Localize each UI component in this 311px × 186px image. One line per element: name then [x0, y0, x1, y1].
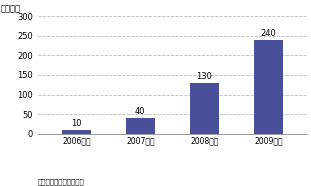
Text: （億円）: （億円） [0, 5, 20, 14]
Text: 240: 240 [261, 29, 276, 38]
Text: 130: 130 [197, 72, 212, 81]
Text: 40: 40 [135, 107, 146, 116]
Text: 10: 10 [71, 119, 81, 128]
Bar [62, 130, 91, 134]
Text: 備考：年度は３月経め。: 備考：年度は３月経め。 [38, 179, 85, 185]
Bar [126, 118, 155, 134]
Bar [254, 40, 283, 134]
Bar [190, 83, 219, 134]
